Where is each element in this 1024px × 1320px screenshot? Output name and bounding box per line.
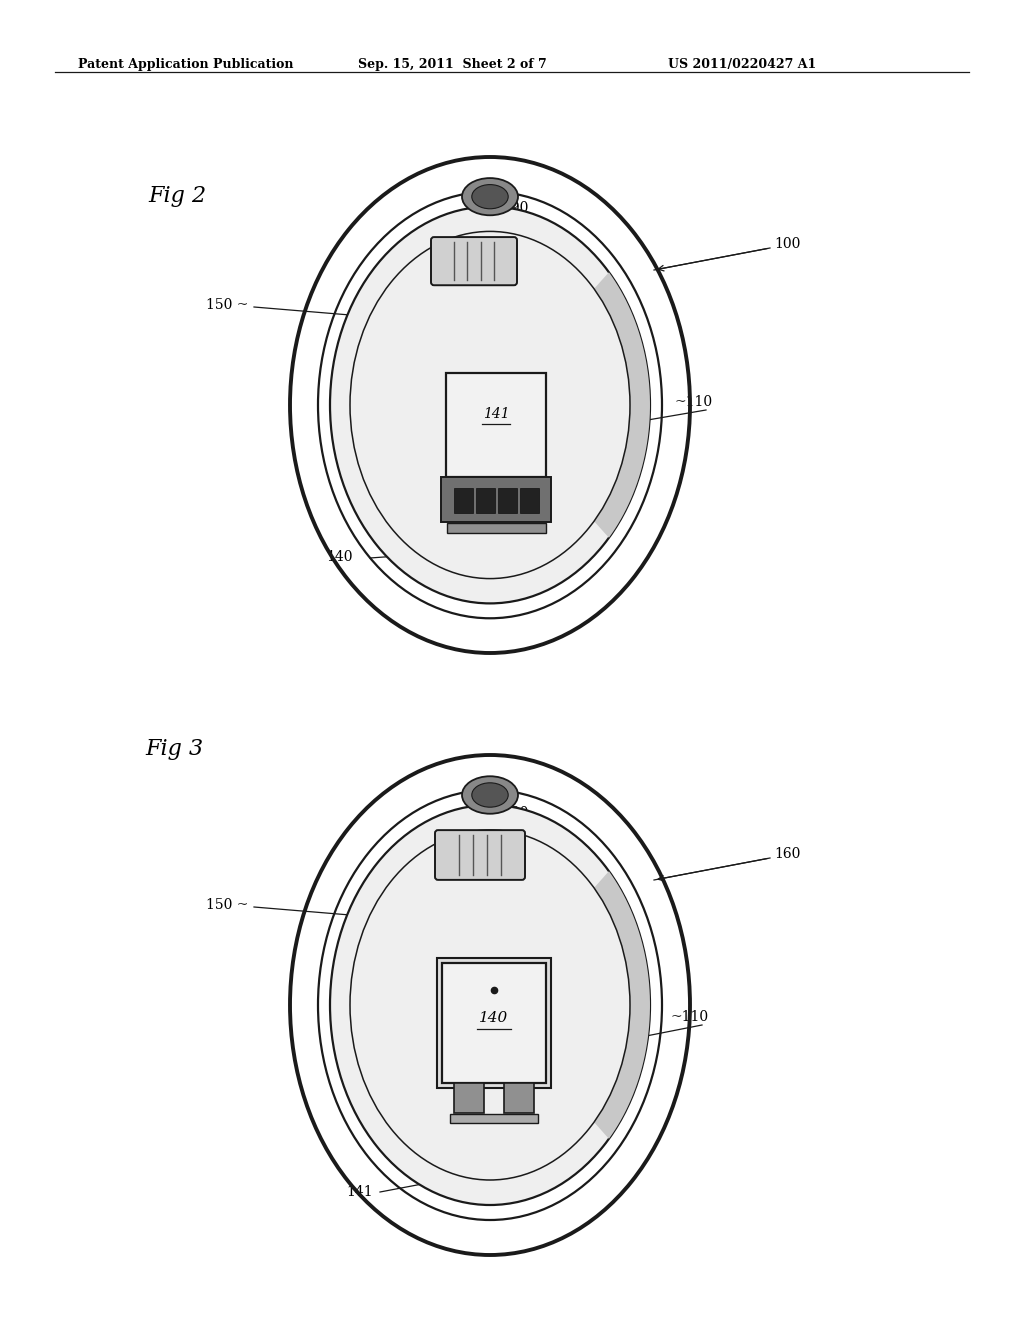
Text: 140: 140 (479, 1011, 509, 1024)
Text: Fig 3: Fig 3 (145, 738, 203, 760)
Bar (446, 372, 546, 477)
Text: 140: 140 (326, 550, 352, 564)
Text: 141: 141 (346, 1185, 373, 1199)
Text: Fig 2: Fig 2 (148, 185, 206, 207)
Ellipse shape (330, 805, 650, 1205)
Bar (476, 488, 495, 512)
FancyBboxPatch shape (435, 830, 525, 880)
Bar (437, 957, 551, 1088)
Text: 150 ~: 150 ~ (206, 298, 249, 312)
Text: 100: 100 (774, 238, 801, 251)
Polygon shape (594, 272, 650, 537)
Text: 160: 160 (465, 958, 495, 972)
Bar (442, 962, 546, 1082)
Bar (441, 477, 551, 521)
Text: 141: 141 (482, 408, 509, 421)
Text: US 2011/0220427 A1: US 2011/0220427 A1 (668, 58, 816, 71)
Text: 190: 190 (502, 201, 528, 215)
Text: ~110: ~110 (674, 395, 712, 409)
Ellipse shape (330, 207, 650, 603)
Text: 190: 190 (502, 807, 528, 820)
Ellipse shape (462, 776, 518, 813)
Bar (446, 523, 546, 533)
Text: 160: 160 (774, 847, 801, 861)
Ellipse shape (462, 178, 518, 215)
Bar (451, 1114, 538, 1122)
Text: Patent Application Publication: Patent Application Publication (78, 58, 294, 71)
Bar (455, 488, 473, 512)
Ellipse shape (472, 185, 508, 209)
Bar (505, 1082, 534, 1113)
Text: 160: 160 (465, 352, 495, 367)
Bar (455, 1082, 483, 1113)
Text: ~110: ~110 (670, 1010, 709, 1024)
Bar (520, 488, 539, 512)
FancyBboxPatch shape (431, 238, 517, 285)
Text: 150 ~: 150 ~ (206, 898, 249, 912)
Polygon shape (594, 871, 650, 1139)
Ellipse shape (472, 783, 508, 808)
Text: Sep. 15, 2011  Sheet 2 of 7: Sep. 15, 2011 Sheet 2 of 7 (358, 58, 547, 71)
Bar (499, 488, 517, 512)
